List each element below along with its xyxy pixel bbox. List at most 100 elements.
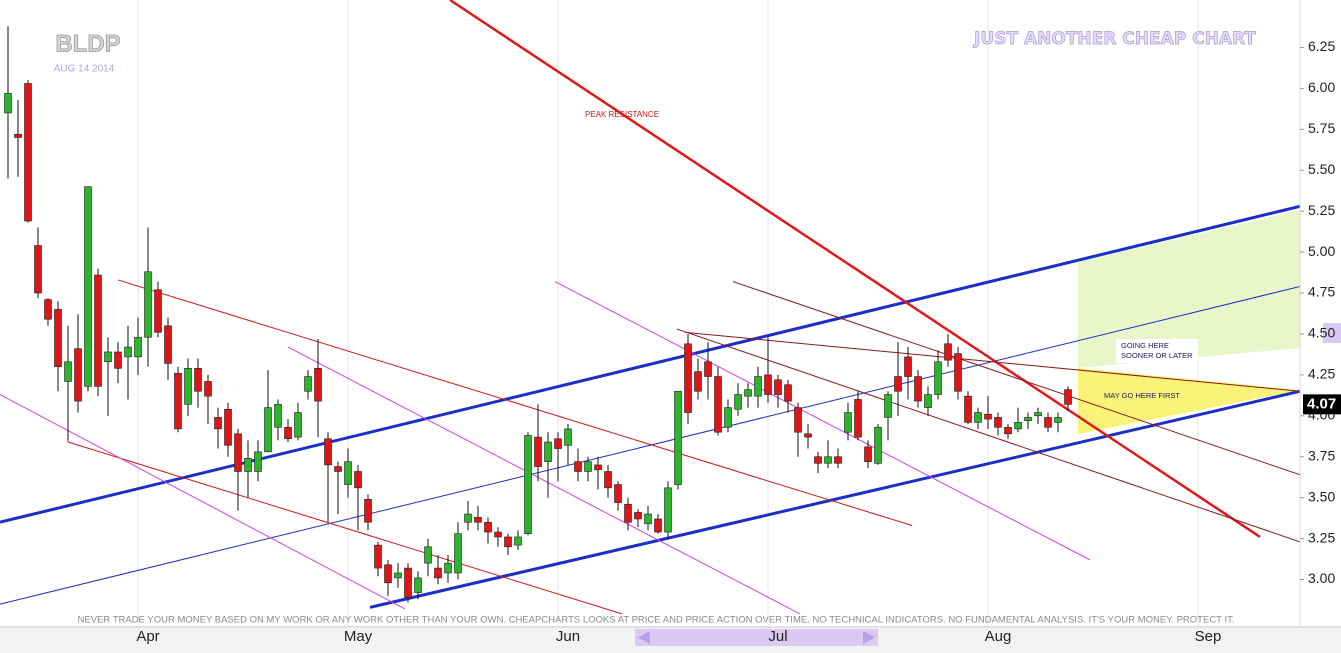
candle-body (144, 271, 152, 338)
scroll-right[interactable] (863, 631, 875, 644)
candle-body (384, 564, 392, 584)
candle-body (774, 379, 782, 395)
x-tick-label: Aug (985, 628, 1012, 645)
x-tick-label: Jul (768, 628, 787, 645)
trendline (0, 286, 1300, 605)
trendline (67, 441, 623, 615)
candle-body (874, 426, 882, 464)
candle-body (1004, 426, 1012, 435)
candle-body (54, 309, 62, 368)
candle-body (1014, 422, 1022, 430)
candle-body (464, 513, 472, 523)
candle-body (334, 466, 342, 472)
candle-body (1024, 417, 1032, 422)
candle-body (604, 471, 612, 489)
candle-body (14, 133, 22, 138)
candle-body (584, 461, 592, 472)
candles (4, 26, 1072, 603)
candle-body (524, 435, 532, 534)
y-tick-label: 3.25 (1308, 529, 1335, 545)
trendline (554, 281, 1091, 561)
candle-body (404, 567, 412, 598)
candle-body (804, 433, 812, 438)
scrollbar[interactable] (635, 629, 878, 646)
candle-body (594, 464, 602, 471)
annotation: MAY GO HERE FIRST (1104, 391, 1180, 400)
y-tick-label: 3.00 (1308, 570, 1335, 586)
candle-body (944, 343, 952, 361)
candle-body (164, 325, 172, 364)
candle-body (204, 381, 212, 397)
axis: Apr May Jun Jul Aug Sep3.003.253.503.754.004.… (136, 38, 1341, 645)
candle-body (494, 531, 502, 538)
candle-body (634, 512, 642, 520)
candle-body (364, 499, 372, 523)
candle-body (74, 348, 82, 402)
candle-body (884, 394, 892, 418)
target-zone (1078, 210, 1300, 368)
candle-body (394, 572, 402, 579)
candle-body (974, 412, 982, 423)
candle-body (274, 404, 282, 428)
candle-body (64, 361, 72, 382)
y-tick-label: 4.25 (1308, 366, 1335, 382)
candle-body (954, 353, 962, 392)
annotation-box (1116, 339, 1198, 363)
x-tick-label: May (344, 628, 373, 645)
trendline (369, 389, 1300, 609)
candle-body (624, 503, 632, 523)
candle-body (4, 93, 12, 114)
candle-body (174, 372, 182, 430)
candle-body (124, 346, 132, 358)
candle-body (664, 487, 672, 533)
candle-body (234, 433, 242, 472)
trendline (449, 0, 1261, 539)
candle-body (844, 412, 852, 433)
candle-body (834, 456, 842, 464)
trendlines (0, 0, 1300, 615)
trendline (676, 328, 1300, 543)
candle-body (374, 544, 382, 569)
candle-body (654, 518, 662, 533)
trendline (0, 204, 1300, 524)
candle-body (34, 245, 42, 294)
candle-body (314, 368, 322, 402)
candle-body (864, 446, 872, 462)
y-tick-label: 5.75 (1308, 120, 1335, 136)
y-tick-label: 5.00 (1308, 243, 1335, 259)
candle-body (914, 376, 922, 402)
candle-body (104, 351, 112, 363)
candle-body (414, 577, 422, 593)
candle-body (574, 461, 582, 472)
candle-body (24, 83, 32, 222)
candle-body (934, 361, 942, 395)
candle-body (304, 376, 312, 392)
candle-body (724, 407, 732, 428)
candle-body (714, 376, 722, 433)
candle-body (674, 390, 682, 485)
candle-body (294, 412, 302, 438)
candle-body (964, 395, 972, 423)
candle-body (244, 458, 252, 472)
candle-body (184, 368, 192, 405)
candle-body (1054, 417, 1062, 423)
candle-body (94, 274, 102, 387)
candle-body (214, 417, 222, 430)
tick-highlight (1323, 323, 1341, 343)
y-tick-label: 4.50 (1308, 325, 1335, 341)
candle-body (744, 389, 752, 397)
candle-body (324, 438, 332, 466)
scroll-left[interactable] (638, 631, 650, 644)
trendline (287, 346, 801, 615)
x-tick-label: Jun (556, 628, 580, 645)
candle-body (84, 186, 92, 387)
candle-body (1064, 389, 1072, 405)
last-price-label: 4.07 (1307, 395, 1336, 412)
candle-body (534, 436, 542, 467)
candle-body (704, 361, 712, 377)
x-tick-label: Sep (1195, 628, 1222, 645)
annotation: SOONER OR LATER (1121, 351, 1193, 360)
candle-body (484, 521, 492, 533)
